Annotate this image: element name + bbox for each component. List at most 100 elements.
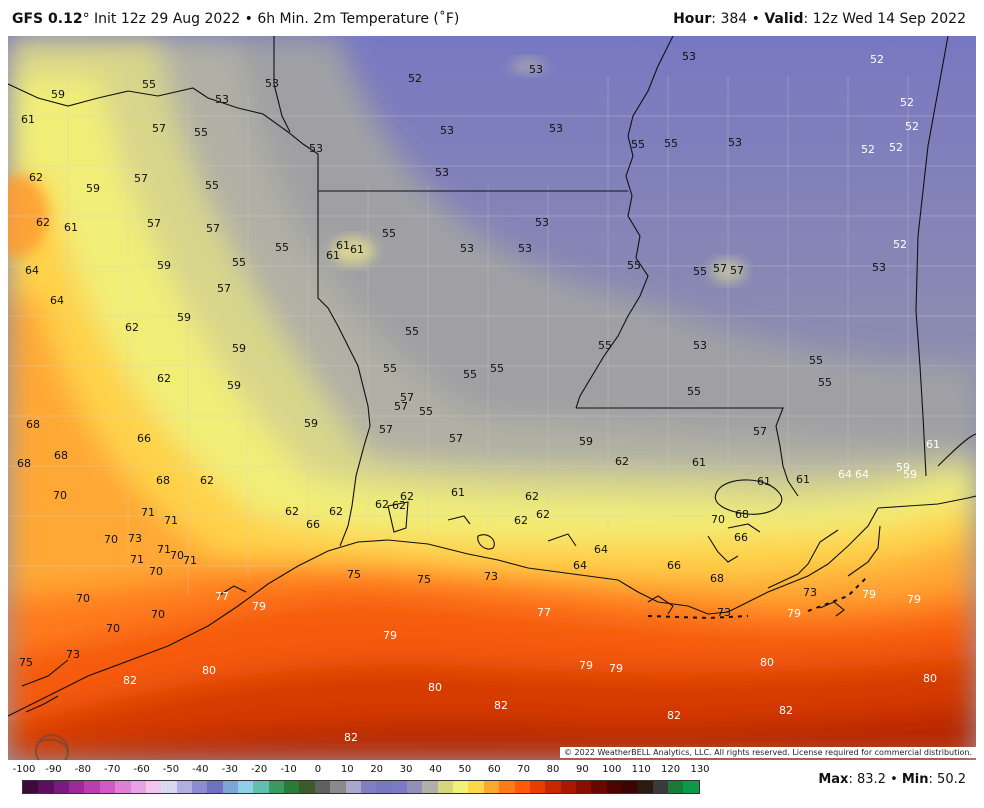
legend-color-swatch: [560, 781, 576, 793]
temperature-label: 57: [134, 172, 148, 185]
temperature-label: 57: [147, 217, 161, 230]
temperature-label: 82: [779, 704, 793, 717]
bullet-sep: •: [244, 11, 253, 27]
legend-tick-label: 50: [458, 764, 472, 775]
temperature-label: 52: [870, 53, 884, 66]
temperature-label: 62: [329, 505, 343, 518]
valid-info: Hour: 384 • Valid: 12z Wed 14 Sep 2022: [673, 11, 966, 27]
temperature-label: 55: [809, 354, 823, 367]
temperature-label: 57: [217, 282, 231, 295]
temperature-label: 57: [730, 264, 744, 277]
temperature-label: 73: [128, 532, 142, 545]
temperature-label: 59: [579, 435, 593, 448]
temperature-label: 53: [309, 142, 323, 155]
legend-color-swatch: [683, 781, 699, 793]
temperature-label: 75: [417, 573, 431, 586]
temperature-label: 52: [900, 96, 914, 109]
temperature-label: 55: [405, 325, 419, 338]
legend-color-swatch: [53, 781, 70, 793]
temperature-label: 62: [375, 498, 389, 511]
temperature-label: 57: [394, 400, 408, 413]
temperature-label: 64: [855, 468, 869, 481]
product-name: 6h Min. 2m Temperature (˚F): [257, 11, 460, 27]
temperature-label: 80: [923, 672, 937, 685]
temperature-label: 53: [693, 339, 707, 352]
bullet-sep-2: •: [751, 11, 760, 27]
temperature-label: 59: [232, 342, 246, 355]
legend-tick-label: -100: [12, 764, 36, 775]
temperature-label: 82: [344, 731, 358, 744]
legend-color-swatch: [622, 781, 638, 793]
legend-tick-label: -10: [280, 764, 297, 775]
valid-label: Valid: [764, 11, 804, 27]
temperature-label: 68: [54, 449, 68, 462]
temperature-label: 59: [227, 379, 241, 392]
temperature-label: 71: [183, 554, 197, 567]
legend-tick-label: -40: [192, 764, 209, 775]
temperature-label: 62: [200, 474, 214, 487]
legend-color-swatch: [299, 781, 315, 793]
temperature-label: 59: [177, 311, 191, 324]
temperature-label: 61: [336, 239, 350, 252]
temperature-label: 53: [549, 122, 563, 135]
legend-color-swatch: [545, 781, 561, 793]
init-time: Init 12z 29 Aug 2022: [94, 11, 241, 27]
temperature-map: 59 55 53 53 52 53 53 52 61 57 55 53 53 53 55 55 53 52 52 52…: [8, 36, 976, 760]
legend-tick-label: 130: [690, 764, 710, 775]
temperature-label: 79: [787, 607, 801, 620]
temperature-label: 79: [252, 600, 266, 613]
temperature-label: 80: [760, 656, 774, 669]
temperature-label: 80: [202, 664, 216, 677]
temperature-label: 61: [64, 221, 78, 234]
temperature-label: 79: [862, 588, 876, 601]
legend-tick-label: -70: [104, 764, 121, 775]
temperature-label: 61: [926, 438, 940, 451]
temperature-label: 73: [803, 586, 817, 599]
temperature-label: 70: [76, 592, 90, 605]
legend-color-swatch: [483, 781, 500, 793]
temperature-label: 68: [26, 418, 40, 431]
weatherbell-logo: [35, 734, 69, 760]
temperature-label: 59: [304, 417, 318, 430]
temperature-label: 59: [903, 468, 917, 481]
temperature-label: 71: [157, 543, 171, 556]
legend-color-swatch: [238, 781, 254, 793]
temperature-label: 55: [664, 137, 678, 150]
legend-tick-label: 100: [602, 764, 622, 775]
legend-color-swatch: [253, 781, 269, 793]
temperature-label: 55: [232, 256, 246, 269]
temperature-label: 53: [215, 93, 229, 106]
temperature-label: 55: [275, 241, 289, 254]
temperature-label: 61: [796, 473, 810, 486]
legend-color-swatch: [161, 781, 177, 793]
temperature-label: 64: [573, 559, 587, 572]
legend-color-swatch: [391, 781, 407, 793]
county-lines: [8, 76, 976, 596]
temperature-label: 53: [460, 242, 474, 255]
temperature-label: 75: [347, 568, 361, 581]
temperature-label: 62: [525, 490, 539, 503]
temperature-label: 57: [713, 262, 727, 275]
copyright-notice: © 2022 WeatherBELL Analytics, LLC. All r…: [560, 747, 976, 758]
temperature-label: 70: [151, 608, 165, 621]
temperature-label: 70: [711, 513, 725, 526]
temperature-label: 77: [537, 606, 551, 619]
temperature-label: 59: [86, 182, 100, 195]
legend-color-swatch: [191, 781, 208, 793]
temperature-label: 75: [19, 656, 33, 669]
hour-value: 384: [720, 11, 748, 27]
temperature-label: 62: [514, 514, 528, 527]
temperature-label: 82: [667, 709, 681, 722]
temperature-label: 52: [408, 72, 422, 85]
temperature-label: 53: [435, 166, 449, 179]
temperature-label: 59: [896, 461, 910, 474]
legend-tick-label: 120: [661, 764, 681, 775]
legend-color-swatch: [84, 781, 100, 793]
map-header: GFS 0.12° Init 12z 29 Aug 2022 • 6h Min.…: [0, 0, 984, 36]
temperature-label: 71: [164, 514, 178, 527]
temperature-label: 53: [529, 63, 543, 76]
legend-color-swatch: [284, 781, 300, 793]
temperature-label: 59: [51, 88, 65, 101]
legend-tick-label: -90: [45, 764, 62, 775]
